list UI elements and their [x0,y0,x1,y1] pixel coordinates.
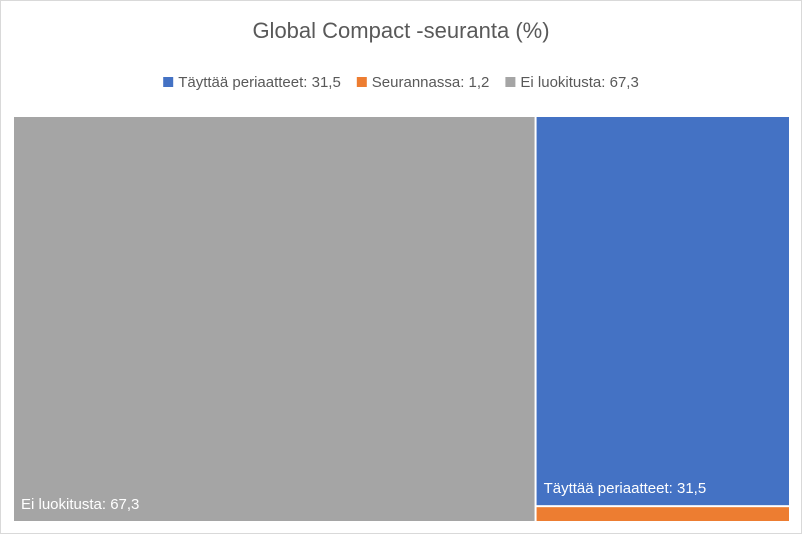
legend-swatch [356,77,367,87]
data-label: Täyttää periaatteet: 31,5 [544,480,707,497]
chart-title: Global Compact -seuranta (%) [252,18,549,43]
legend-label: Ei luokitusta: 67,3 [520,74,638,91]
legend-label: Seurannassa: 1,2 [372,74,490,91]
data-label: Ei luokitusta: 67,3 [21,496,139,513]
treemap-cell [14,117,535,521]
legend-item: Seurannassa: 1,2 [356,74,490,91]
legend: Täyttää periaatteet: 31,5 Seurannassa: 1,… [163,74,639,91]
treemap-cell [536,507,789,521]
legend-swatch [505,77,516,87]
legend-item: Täyttää periaatteet: 31,5 [163,74,341,91]
plot-area: Ei luokitusta: 67,3 Täyttää periaatteet: … [14,117,789,521]
legend-item: Ei luokitusta: 67,3 [505,74,639,91]
treemap-cell [536,117,789,506]
legend-swatch [163,77,174,87]
legend-label: Täyttää periaatteet: 31,5 [178,74,341,91]
